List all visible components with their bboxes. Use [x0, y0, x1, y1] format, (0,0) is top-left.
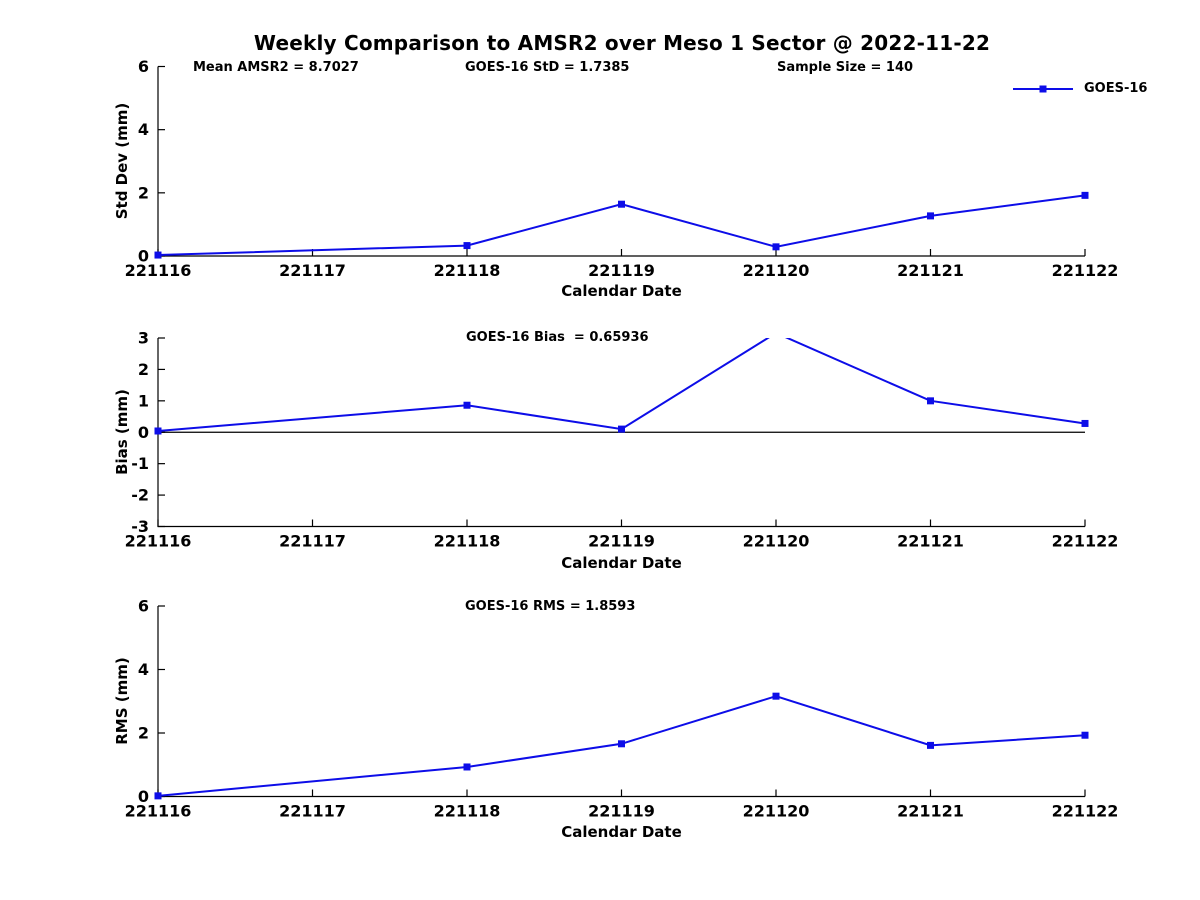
legend-label: GOES-16 — [1084, 81, 1148, 96]
y-tick-label: -2 — [131, 486, 149, 505]
data-point-marker — [927, 397, 934, 405]
data-point-marker — [1081, 191, 1089, 199]
x-tick-label: 221121 — [897, 261, 964, 280]
x-tick-label: 221122 — [1052, 802, 1119, 821]
x-tick-label: 221122 — [1052, 532, 1119, 551]
x-tick-label: 221116 — [125, 532, 192, 551]
x-tick-label: 221119 — [588, 261, 655, 280]
y-axis-label-std-dev: Std Dev (mm) — [113, 102, 131, 220]
y-axis-label-bias: Bias (mm) — [113, 389, 131, 475]
y-tick-label: 2 — [138, 183, 149, 202]
x-axis-label-panel-3: Calendar Date — [561, 823, 682, 841]
x-tick-label: 221116 — [125, 261, 192, 280]
data-point-marker — [463, 242, 471, 250]
y-tick-label: 6 — [138, 597, 149, 616]
x-tick-label: 221119 — [588, 532, 655, 551]
x-tick-label: 221121 — [897, 802, 964, 821]
x-tick-label: 221116 — [125, 802, 192, 821]
x-tick-label: 221118 — [434, 261, 501, 280]
data-point-marker — [927, 741, 934, 749]
data-point-marker — [618, 425, 625, 433]
x-tick-label: 221118 — [434, 532, 501, 551]
series-line-goes-16 — [157, 338, 1086, 432]
legend-line-sample — [1013, 85, 1073, 92]
y-tick-label: 6 — [138, 57, 149, 76]
data-point-marker — [1081, 419, 1089, 427]
data-point-marker — [154, 251, 162, 259]
x-tick-label: 221120 — [743, 802, 810, 821]
y-tick-label: 0 — [138, 247, 149, 266]
annotation-sample-size: Sample Size = 140 — [777, 60, 914, 75]
data-point-marker — [927, 212, 934, 220]
data-point-marker — [463, 401, 471, 409]
y-axis-label-rms: RMS (mm) — [113, 657, 131, 745]
y-tick-label: 4 — [138, 120, 149, 139]
data-point-marker — [772, 243, 780, 251]
data-point-marker — [463, 763, 471, 771]
axis-spines — [157, 66, 1085, 257]
series-line-goes-16 — [157, 194, 1086, 257]
data-point-marker — [154, 792, 162, 800]
annotation-goes16-bias: GOES-16 Bias = 0.65936 — [466, 330, 649, 345]
x-tick-label: 221118 — [434, 802, 501, 821]
x-axis-label-panel-2: Calendar Date — [561, 554, 682, 572]
data-point-marker — [618, 740, 625, 748]
data-point-marker — [618, 200, 625, 208]
y-tick-label: 2 — [138, 360, 149, 379]
data-point-marker — [154, 427, 162, 435]
x-tick-label: 221122 — [1052, 261, 1119, 280]
data-point-marker — [772, 692, 780, 700]
x-tick-label: 221117 — [279, 261, 346, 280]
series-line-goes-16 — [157, 695, 1086, 797]
y-tick-label: 0 — [138, 787, 149, 806]
axis-spines — [157, 606, 1085, 798]
y-tick-label: 3 — [138, 329, 149, 348]
x-tick-label: 221119 — [588, 802, 655, 821]
y-tick-label: 4 — [138, 660, 149, 679]
annotation-mean-amsr2: Mean AMSR2 = 8.7027 — [193, 60, 359, 75]
y-tick-label: 0 — [138, 423, 149, 442]
data-point-marker — [1081, 731, 1089, 739]
x-tick-label: 221120 — [743, 532, 810, 551]
x-axis-label-panel-1: Calendar Date — [561, 282, 682, 300]
x-tick-label: 221117 — [279, 802, 346, 821]
legend: GOES-16 — [1012, 81, 1147, 96]
x-tick-label: 221121 — [897, 532, 964, 551]
legend-square-marker-icon — [1039, 85, 1047, 92]
y-tick-label: -3 — [131, 517, 149, 536]
y-tick-label: 1 — [138, 391, 149, 410]
chart-title: Weekly Comparison to AMSR2 over Meso 1 S… — [253, 31, 991, 55]
x-tick-label: 221117 — [279, 532, 346, 551]
annotation-goes16-rms: GOES-16 RMS = 1.8593 — [465, 599, 636, 614]
y-tick-label: 2 — [138, 724, 149, 743]
annotation-goes16-std: GOES-16 StD = 1.7385 — [465, 60, 630, 75]
y-tick-label: -1 — [131, 454, 149, 473]
x-tick-label: 221120 — [743, 261, 810, 280]
